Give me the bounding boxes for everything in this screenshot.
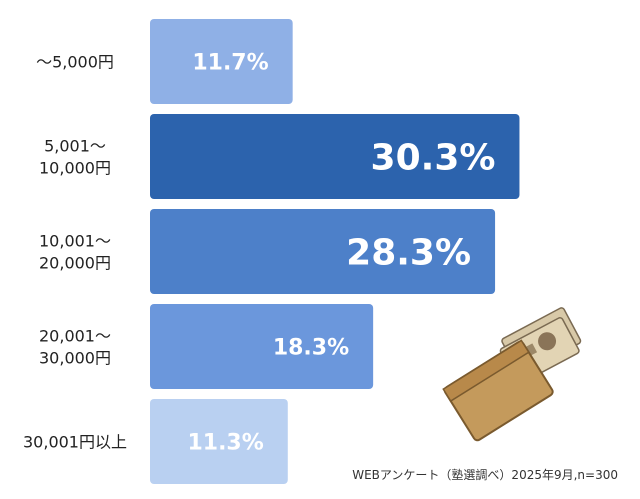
source-note: WEBアンケート（塾選調べ）2025年9月,n=300 xyxy=(352,468,618,482)
category-label-4: 20,001〜 30,000円 xyxy=(39,327,111,368)
money-envelope-icon xyxy=(442,307,582,442)
bar-5 xyxy=(150,399,288,484)
bar-2 xyxy=(150,114,520,199)
value-label-5: 11.3% xyxy=(187,430,263,455)
value-label-1: 11.7% xyxy=(192,50,268,75)
category-label-5: 30,001円以上 xyxy=(23,433,127,452)
value-label-4: 18.3% xyxy=(273,335,349,360)
category-label-2: 5,001〜 10,000円 xyxy=(39,137,111,178)
value-label-3: 28.3% xyxy=(346,232,471,273)
bar-4 xyxy=(150,304,374,389)
category-label-3: 10,001〜 20,000円 xyxy=(39,232,111,273)
bar-1 xyxy=(150,19,293,104)
bar-3 xyxy=(150,209,496,294)
value-label-2: 30.3% xyxy=(371,137,496,178)
category-label-1: 〜5,000円 xyxy=(36,53,114,72)
